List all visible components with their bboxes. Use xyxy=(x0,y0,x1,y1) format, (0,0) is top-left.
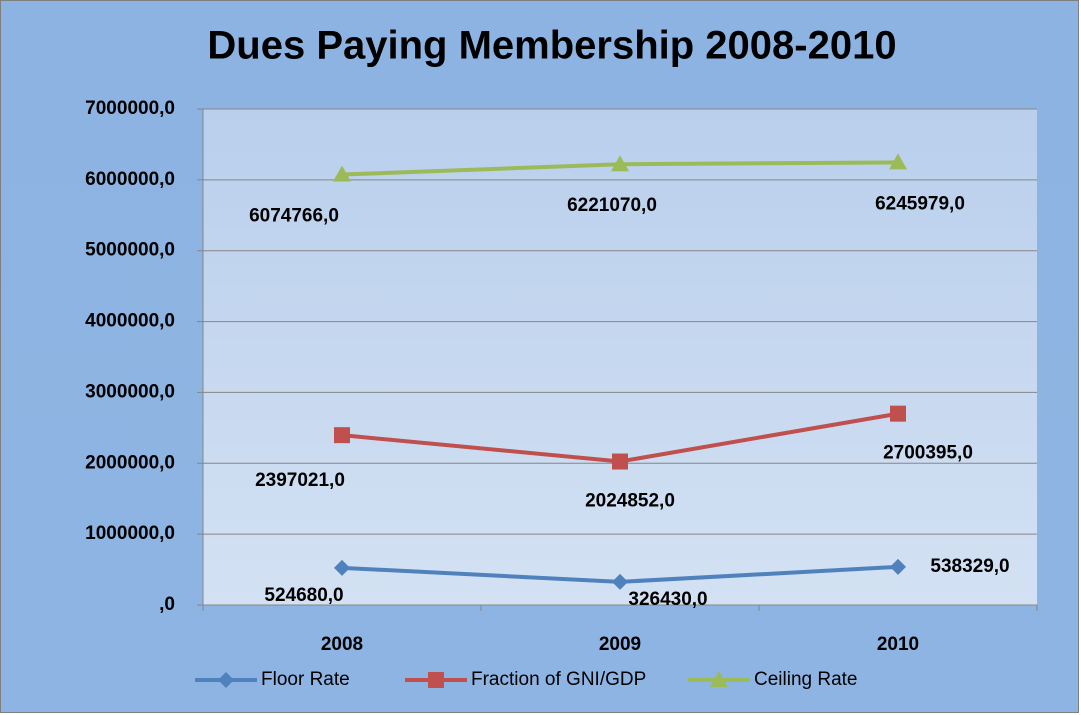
data-point xyxy=(334,427,350,444)
data-point xyxy=(890,558,906,575)
x-tick-label: 2009 xyxy=(599,634,641,655)
data-point xyxy=(889,153,907,170)
x-tick-label: 2010 xyxy=(877,634,919,655)
legend-label: Floor Rate xyxy=(261,669,350,690)
data-point xyxy=(890,405,906,422)
y-tick-label: 1000000,0 xyxy=(85,523,175,544)
data-label: 2397021,0 xyxy=(255,470,345,491)
legend-label: Fraction of GNI/GDP xyxy=(471,669,646,690)
legend-marker xyxy=(428,672,444,688)
data-label: 6074766,0 xyxy=(249,206,339,227)
y-tick-label: 7000000,0 xyxy=(85,98,175,119)
y-tick-label: 2000000,0 xyxy=(85,452,175,473)
data-label: 538329,0 xyxy=(930,556,1009,577)
data-point xyxy=(611,155,629,172)
y-tick-label: 4000000,0 xyxy=(85,311,175,332)
data-point xyxy=(612,453,628,470)
data-label: 326430,0 xyxy=(628,589,707,610)
y-tick-label: ,0 xyxy=(159,594,175,615)
data-point xyxy=(333,165,351,182)
data-label: 6221070,0 xyxy=(567,195,657,216)
chart-title: Dues Paying Membership 2008-2010 xyxy=(207,24,896,68)
data-point xyxy=(612,573,628,590)
plot-area xyxy=(203,109,1037,605)
legend-marker xyxy=(710,671,728,687)
data-point xyxy=(334,559,350,576)
legend-label: Ceiling Rate xyxy=(754,669,858,690)
y-tick-label: 5000000,0 xyxy=(85,240,175,261)
y-tick-label: 3000000,0 xyxy=(85,381,175,402)
y-tick-label: 6000000,0 xyxy=(85,169,175,190)
x-tick-label: 2008 xyxy=(321,634,363,655)
data-label: 2024852,0 xyxy=(585,491,675,512)
data-label: 6245979,0 xyxy=(875,193,965,214)
legend-marker xyxy=(218,672,234,688)
data-label: 2700395,0 xyxy=(883,443,973,464)
data-label: 524680,0 xyxy=(264,585,343,606)
